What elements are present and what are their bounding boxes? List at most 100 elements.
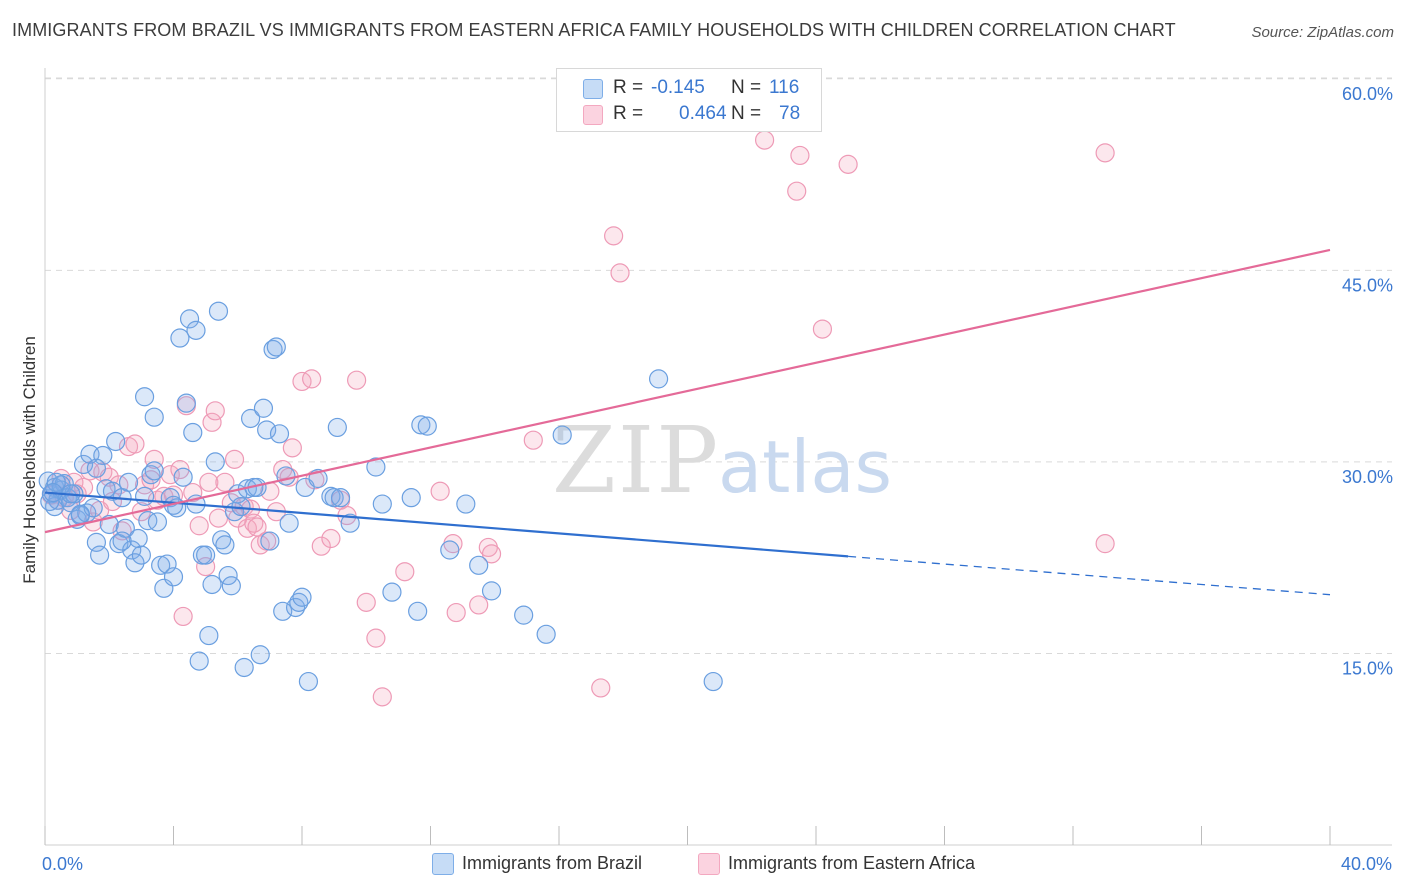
legend-r-label: R =	[613, 103, 644, 124]
legend-n-label: N =	[731, 103, 762, 124]
eastern-africa-point	[754, 130, 775, 150]
brazil-point	[552, 425, 572, 445]
legend-n-label: N =	[731, 77, 762, 98]
brazil-point	[128, 528, 148, 549]
eastern-africa-point	[838, 154, 858, 174]
brazil-point	[205, 452, 225, 472]
brazil-point	[131, 545, 151, 565]
brazil-point	[70, 504, 90, 524]
brazil-point	[199, 625, 219, 646]
brazil-point	[327, 417, 347, 438]
brazil-point	[179, 309, 200, 329]
y-tick-label: 60.0%	[1342, 84, 1393, 104]
brazil-point	[257, 420, 277, 440]
eastern-africa-point	[430, 481, 450, 501]
brazil-point	[321, 486, 341, 506]
brazil-point	[417, 416, 437, 436]
brazil-point	[215, 535, 235, 555]
eastern-africa-point	[395, 562, 415, 582]
eastern-africa-point	[604, 226, 624, 246]
brazil-point	[401, 488, 421, 508]
legend-n-value-eastern-africa: 78	[779, 103, 801, 124]
brazil-point	[276, 466, 296, 486]
brazil-point	[279, 513, 299, 533]
eastern-africa-point	[446, 602, 466, 623]
eastern-africa-point	[591, 678, 611, 698]
brazil-point	[86, 458, 107, 478]
brazil-point	[186, 320, 206, 340]
eastern-africa-point	[372, 687, 392, 707]
brazil-point	[514, 605, 534, 625]
bottom-legend-swatch-eastern-africa	[698, 853, 720, 875]
y-tick-label: 15.0%	[1342, 658, 1393, 678]
eastern-africa-point	[1095, 534, 1115, 554]
eastern-africa-point	[347, 370, 367, 390]
brazil-point	[102, 481, 123, 501]
eastern-africa-point	[1095, 143, 1115, 163]
brazil-point	[115, 518, 135, 538]
brazil-point	[134, 486, 155, 506]
eastern-africa-point	[215, 472, 235, 492]
brazil-point	[469, 555, 489, 575]
brazil-point	[266, 337, 286, 357]
brazil-point	[189, 651, 209, 671]
brazil-point	[250, 645, 270, 665]
brazil-point	[173, 467, 193, 487]
legend-swatch-eastern-africa	[583, 105, 603, 125]
bottom-legend-swatch-brazil	[432, 853, 454, 875]
brazil-point	[260, 531, 280, 551]
legend-r-value-brazil: -0.145	[651, 77, 705, 98]
eastern-africa-point	[305, 470, 325, 490]
legend-swatch-brazil	[583, 79, 603, 99]
eastern-africa-point	[144, 449, 164, 469]
brazil-point	[196, 545, 216, 565]
brazil-point	[703, 671, 723, 692]
brazil-point	[170, 328, 190, 348]
brazil-point	[212, 530, 232, 550]
eastern-africa-point	[366, 628, 386, 648]
chart-title: IMMIGRANTS FROM BRAZIL VS IMMIGRANTS FRO…	[12, 20, 1176, 40]
brazil-point	[263, 339, 283, 360]
brazil-point	[241, 408, 261, 429]
brazil-point	[285, 597, 306, 618]
tick-labels: 15.0% 30.0% 45.0% 60.0% 0.0% 40.0%	[42, 84, 1393, 874]
eastern-africa-point	[469, 595, 489, 615]
watermark-atlas: atlas	[718, 425, 892, 509]
x-tick-label: 0.0%	[42, 854, 83, 874]
brazil-point	[536, 624, 556, 644]
eastern-africa-point	[302, 369, 322, 389]
eastern-africa-point	[205, 401, 225, 421]
brazil-point	[134, 387, 155, 407]
eastern-africa-point	[173, 606, 193, 627]
brazil-point	[253, 398, 274, 418]
brazil-point	[151, 555, 171, 575]
brazil-point	[481, 581, 502, 601]
brazil-point	[366, 457, 386, 477]
brazil-point	[202, 574, 222, 595]
eastern-africa-point	[812, 319, 833, 339]
eastern-africa-point	[134, 475, 155, 495]
brazil-point	[289, 592, 309, 612]
legend-r-value-eastern-africa: 0.464	[679, 103, 727, 124]
correlation-legend: R = -0.145 N = 116 R = 0.464 N = 78	[556, 68, 822, 132]
y-tick-label: 30.0%	[1342, 467, 1393, 487]
axes	[44, 68, 1392, 846]
source-label: Source: ZipAtlas.com	[1251, 24, 1394, 41]
brazil-point	[340, 513, 360, 533]
brazil-point	[208, 301, 229, 321]
trend-lines	[44, 248, 1331, 596]
eastern-africa-point	[481, 544, 502, 564]
brazil-point	[648, 369, 669, 389]
eastern-africa-point	[282, 438, 302, 458]
legend-n-value-brazil: 116	[769, 77, 800, 98]
eastern-africa-point	[321, 528, 341, 549]
brazil-point	[372, 494, 392, 514]
eastern-africa-point	[202, 412, 222, 432]
brazil-point	[144, 461, 164, 481]
trend-line-eastern-africa	[44, 248, 1331, 534]
brazil-point	[330, 488, 351, 508]
brazil-point	[176, 393, 196, 413]
brazil-point	[73, 454, 94, 475]
eastern-africa-point	[790, 145, 810, 166]
